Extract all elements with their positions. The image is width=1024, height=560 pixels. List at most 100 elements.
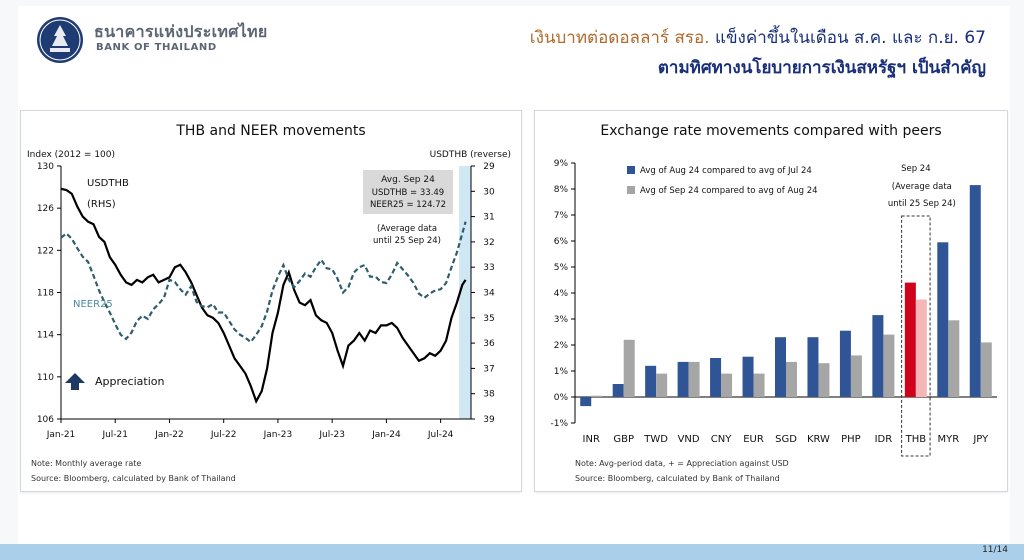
bank-logo-icon xyxy=(37,17,83,63)
legend-label: Avg of Aug 24 compared to avg of Jul 24 xyxy=(640,166,812,176)
bar-category-label: EUR xyxy=(743,434,764,445)
headline-line-1: เงินบาทต่อดอลลาร์ สรอ. แข็งค่าขึ้นในเดือ… xyxy=(530,24,986,51)
legend-label: Avg of Sep 24 compared to avg of Aug 24 xyxy=(640,186,818,196)
bar-thb-s1 xyxy=(904,282,916,397)
bar-sgd-s2 xyxy=(786,361,797,397)
x-tick-label: Jan-21 xyxy=(46,430,76,440)
right-tick-label: 32 xyxy=(483,238,494,248)
usdthb-series-label: USDTHB xyxy=(87,178,129,189)
x-tick-label: Jan-24 xyxy=(371,430,401,440)
right-tick-label: 31 xyxy=(483,213,494,223)
bar-y-tick-label: 9% xyxy=(554,159,569,169)
bar-krw-s1 xyxy=(807,337,819,397)
bar-category-label: THB xyxy=(905,434,927,445)
right-tick-label: 29 xyxy=(483,162,495,172)
bar-gbp-s2 xyxy=(623,339,635,397)
bar-php-s2 xyxy=(850,355,862,397)
legend-swatch xyxy=(627,166,635,174)
bar-vnd-s1 xyxy=(677,361,689,397)
right-tick-label: 30 xyxy=(483,187,495,197)
bar-category-label: SGD xyxy=(775,434,797,445)
bar-category-label: IDR xyxy=(875,434,893,445)
bar-idr-s2 xyxy=(883,334,895,397)
usdthb-series-line xyxy=(60,187,467,404)
x-tick-label: Jul-24 xyxy=(427,430,454,440)
left-chart-source: Source: Bloomberg, calculated by Bank of… xyxy=(31,474,236,483)
right-tick-label: 33 xyxy=(483,263,494,273)
bar-sgd-s1 xyxy=(775,337,786,397)
page-number: 11/14 xyxy=(982,545,1008,555)
bar-myr-s2 xyxy=(948,320,960,397)
peer-chart-title: Exchange rate movements compared with pe… xyxy=(600,123,942,139)
x-tick-label: Jan-22 xyxy=(154,430,184,440)
avg-data-note-line1: (Average data xyxy=(377,224,437,234)
bar-cny-s1 xyxy=(710,358,722,397)
bar-y-tick-label: 8% xyxy=(554,185,569,195)
highlight-label-line3: until 25 Sep 24) xyxy=(888,199,956,209)
bar-y-tick-label: 2% xyxy=(554,341,569,351)
left-tick-label: 122 xyxy=(37,246,54,256)
sep24-highlight-band xyxy=(459,166,471,419)
bar-eur-s1 xyxy=(742,356,754,397)
left-tick-label: 126 xyxy=(37,204,54,214)
legend-swatch xyxy=(627,186,635,194)
peer-comparison-panel: Exchange rate movements compared with pe… xyxy=(534,110,1008,492)
bar-y-tick-label: 0% xyxy=(554,393,569,403)
right-chart-note: Note: Avg-period data, + = Appreciation … xyxy=(575,459,789,468)
bar-myr-s1 xyxy=(937,242,949,397)
x-tick-label: Jul-23 xyxy=(318,430,345,440)
bar-category-label: PHP xyxy=(841,434,861,445)
left-tick-label: 114 xyxy=(37,331,54,341)
bar-inr-s2 xyxy=(591,395,603,397)
right-axis-label: USDTHB (reverse) xyxy=(430,150,511,160)
avg-data-note-line2: until 25 Sep 24) xyxy=(373,236,441,246)
bar-jpy-s1 xyxy=(969,185,981,397)
bar-cny-s2 xyxy=(721,373,733,397)
usdthb-rhs-label: (RHS) xyxy=(87,199,116,210)
appreciation-arrow-icon xyxy=(65,373,85,390)
bar-y-tick-label: 1% xyxy=(554,367,569,377)
bar-y-tick-label: 7% xyxy=(554,211,569,221)
bar-category-label: INR xyxy=(583,434,600,445)
right-tick-label: 36 xyxy=(483,339,495,349)
right-tick-label: 39 xyxy=(483,415,495,425)
left-tick-label: 106 xyxy=(37,415,54,425)
right-tick-label: 37 xyxy=(483,364,494,374)
bar-gbp-s1 xyxy=(612,384,624,397)
left-tick-label: 110 xyxy=(37,373,54,383)
thb-highlight-box xyxy=(901,215,931,457)
bar-category-label: MYR xyxy=(937,434,959,445)
bar-category-label: TWD xyxy=(643,434,668,445)
highlight-label-line1: Sep 24 xyxy=(901,164,931,174)
bar-inr-s1 xyxy=(580,397,592,407)
bank-name-thai: ธนาคารแห่งประเทศไทย xyxy=(94,22,268,41)
thb-neer-chart-title: THB and NEER movements xyxy=(176,123,366,139)
headline-line-2: ตามทิศทางนโยบายการเงินสหรัฐฯ เป็นสำคัญ xyxy=(657,58,986,78)
avg-sep24-callout-box xyxy=(363,170,453,214)
x-tick-label: Jan-23 xyxy=(263,430,293,440)
bar-y-tick-label: 3% xyxy=(554,315,569,325)
x-tick-label: Jul-22 xyxy=(210,430,237,440)
thb-neer-line-chart: Index (2012 = 100) USDTHB (reverse) 106 110… xyxy=(27,150,511,440)
bar-y-tick-label: 4% xyxy=(554,289,569,299)
right-tick-label: 34 xyxy=(483,289,495,299)
left-axis-label: Index (2012 = 100) xyxy=(27,150,115,160)
bank-name-english: BANK OF THAILAND xyxy=(96,42,217,53)
bar-jpy-s2 xyxy=(980,342,992,397)
bar-category-label: JPY xyxy=(972,434,989,445)
neer25-series-label: NEER25 xyxy=(73,299,113,310)
bar-twd-s1 xyxy=(645,365,657,397)
appreciation-label: Appreciation xyxy=(95,375,164,388)
callout-title: Avg. Sep 24 xyxy=(381,175,435,185)
bar-category-label: KRW xyxy=(807,434,830,445)
headline-accent: เงินบาทต่อดอลลาร์ สรอ. xyxy=(529,28,710,48)
bar-eur-s2 xyxy=(753,373,765,397)
bar-idr-s1 xyxy=(872,315,884,397)
right-tick-label: 38 xyxy=(483,390,495,400)
bar-category-label: VND xyxy=(678,434,700,445)
bar-krw-s2 xyxy=(818,363,830,397)
x-tick-label: Jul-21 xyxy=(101,430,128,440)
callout-usdthb: USDTHB = 33.49 xyxy=(372,188,444,198)
right-tick-label: 35 xyxy=(483,314,494,324)
bar-vnd-s2 xyxy=(688,361,700,397)
